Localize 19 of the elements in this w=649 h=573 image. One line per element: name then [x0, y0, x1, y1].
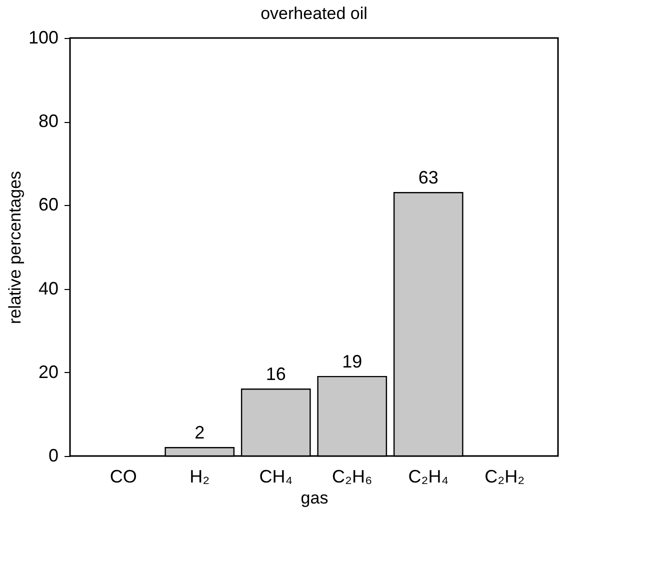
y-tick-label: 80: [38, 111, 58, 132]
x-tick-label: H₂: [190, 466, 210, 486]
data-label: 19: [342, 352, 362, 372]
x-tick-label: C₂H₆: [332, 466, 372, 486]
chart-title: overheated oil: [260, 4, 368, 23]
y-tick-label: 60: [38, 194, 58, 215]
data-label: 63: [418, 168, 438, 188]
x-tick-label: C₂H₂: [484, 466, 525, 486]
x-tick-label: CH₄: [259, 466, 293, 486]
y-tick-label: 20: [38, 362, 58, 382]
y-tick-label: 40: [38, 278, 58, 298]
y-tick-label: 0: [48, 446, 58, 466]
data-label: 16: [266, 364, 286, 384]
x-tick-label: C₂H₄: [408, 466, 449, 486]
data-label: 2: [194, 422, 205, 443]
y-tick-label: 100: [28, 28, 58, 48]
x-tick-label: CO: [110, 466, 137, 486]
x-axis-title: gas: [300, 488, 328, 508]
y-axis-title: relative percentages: [5, 170, 24, 324]
